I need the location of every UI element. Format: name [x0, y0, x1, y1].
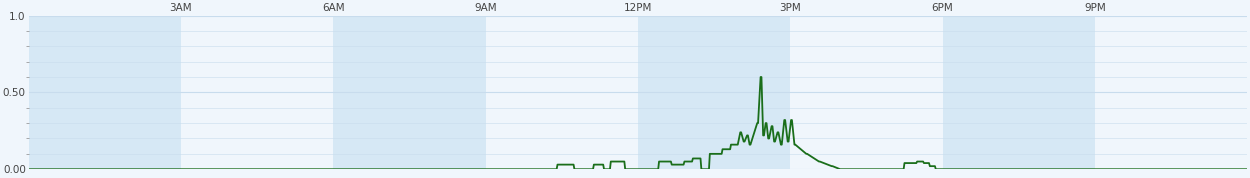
Bar: [29, 15, 181, 169]
Bar: [790, 15, 942, 169]
Bar: [638, 15, 790, 169]
Bar: [485, 15, 638, 169]
Bar: [181, 15, 334, 169]
Bar: [334, 15, 485, 169]
Bar: [1095, 15, 1248, 169]
Bar: [942, 15, 1095, 169]
